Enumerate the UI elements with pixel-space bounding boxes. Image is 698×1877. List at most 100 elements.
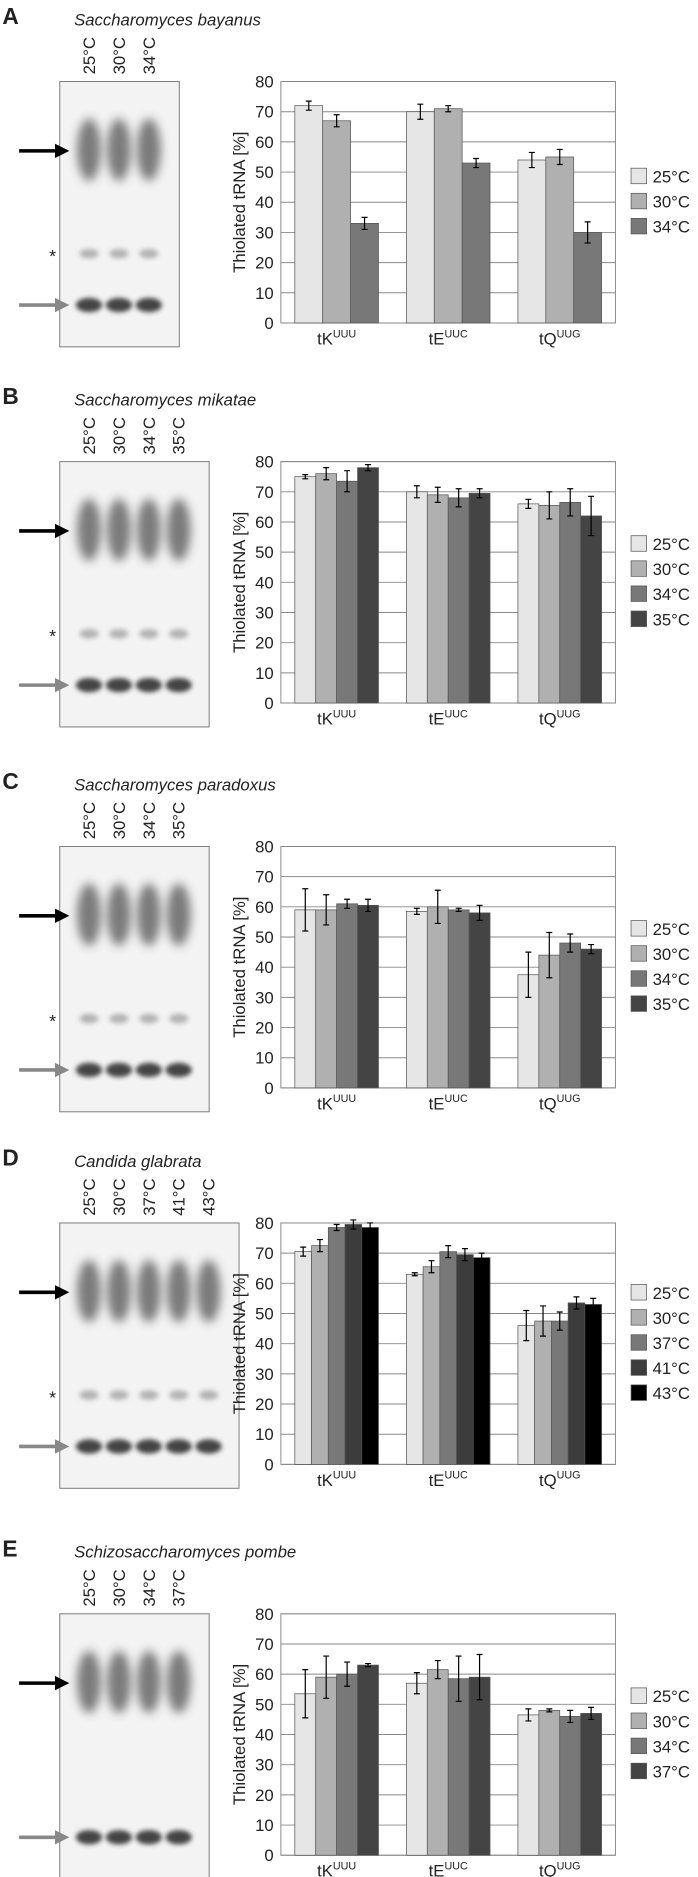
gel-band <box>166 883 191 946</box>
y-axis-label: Thiolated tRNA [%] <box>230 1664 249 1805</box>
bar <box>336 903 358 1089</box>
error-bar <box>365 464 372 472</box>
error-bar <box>546 1708 553 1713</box>
error-bar <box>350 1219 357 1230</box>
gel-band <box>136 498 161 561</box>
lane-label: 34°C <box>140 1569 159 1606</box>
category-superscript: UUG <box>557 328 581 340</box>
legend-swatch <box>630 535 647 552</box>
lane-label: 30°C <box>110 417 129 454</box>
y-tick-label: 50 <box>255 1304 274 1323</box>
gel-band <box>166 498 191 561</box>
error-bar <box>546 931 553 979</box>
x-tick-label: tEUUC <box>429 708 468 728</box>
legend-label: 25°C <box>653 168 690 187</box>
category-name: tE <box>429 710 445 729</box>
y-axis-label: Thiolated tRNA [%] <box>230 897 249 1038</box>
error-bar <box>528 151 535 169</box>
bar <box>406 910 428 1089</box>
legend-swatch <box>630 1712 647 1729</box>
y-tick-label: 70 <box>255 1244 274 1263</box>
category-name: tK <box>317 710 333 729</box>
y-tick-label: 40 <box>255 1335 274 1354</box>
error-bar <box>413 907 420 915</box>
error-bar <box>413 1672 420 1695</box>
bar <box>336 480 358 704</box>
bar <box>538 1710 561 1856</box>
bar <box>439 1251 457 1465</box>
category-superscript: UUC <box>444 328 468 340</box>
error-bar <box>588 1706 595 1721</box>
gel-band <box>135 1062 162 1078</box>
gel-band <box>136 1650 161 1713</box>
y-tick-label: 60 <box>255 513 274 532</box>
category-superscript: UUC <box>444 1470 468 1482</box>
category-name: tE <box>429 1862 445 1877</box>
bar <box>517 1714 540 1856</box>
error-bar <box>455 1655 462 1702</box>
error-bar <box>344 470 351 493</box>
y-tick-label: 30 <box>255 223 274 242</box>
y-tick-label: 40 <box>255 193 274 212</box>
gel-band <box>75 1439 103 1454</box>
legend-swatch <box>630 1737 647 1754</box>
error-bar <box>590 1297 597 1312</box>
gel-band <box>77 118 101 181</box>
bar <box>327 1227 346 1465</box>
gel-band <box>199 1390 219 1400</box>
bar <box>472 1257 491 1465</box>
lane-label: 25°C <box>80 37 99 74</box>
legend-swatch <box>630 945 647 962</box>
y-tick-label: 80 <box>255 1605 274 1624</box>
legend-swatch <box>630 1334 647 1351</box>
gel-band <box>135 297 162 313</box>
error-bar <box>428 1260 435 1274</box>
y-tick-label: 40 <box>255 958 274 977</box>
category-name: tK <box>317 1471 333 1490</box>
lane-label: 43°C <box>200 1178 219 1215</box>
bar <box>461 162 491 324</box>
error-bar <box>455 488 462 508</box>
bar <box>294 105 324 324</box>
error-bar <box>525 951 532 998</box>
y-tick-label: 10 <box>255 1816 274 1835</box>
lane-label: 37°C <box>140 1178 159 1215</box>
gel-band <box>75 1830 103 1845</box>
error-bar <box>567 933 574 953</box>
bar <box>567 1302 586 1465</box>
category-name: tE <box>429 1094 445 1113</box>
gel-band <box>105 1062 133 1078</box>
legend-swatch <box>630 1284 647 1301</box>
gel-band <box>75 297 103 313</box>
bar <box>322 120 351 324</box>
bar <box>294 1251 312 1465</box>
gel-band <box>139 1013 159 1024</box>
y-tick-label: 30 <box>255 1365 274 1384</box>
y-tick-label: 80 <box>255 453 274 472</box>
gel-band <box>75 1062 103 1078</box>
gel-band <box>139 628 159 639</box>
y-tick-label: 80 <box>255 837 274 856</box>
error-bar <box>413 485 420 499</box>
x-tick-label: tKUUU <box>317 708 356 728</box>
y-tick-label: 20 <box>255 1395 274 1414</box>
legend-label: 30°C <box>653 945 690 964</box>
error-bar <box>584 221 591 244</box>
gel-band <box>109 248 129 259</box>
error-bar <box>546 491 553 520</box>
bar <box>426 1669 449 1856</box>
error-bar <box>323 894 330 926</box>
lane-label: 30°C <box>110 1569 129 1606</box>
y-tick-label: 60 <box>255 133 274 152</box>
bar <box>573 232 602 324</box>
error-bar <box>476 488 483 499</box>
error-bar <box>434 486 441 503</box>
error-bar <box>476 904 483 922</box>
error-bar <box>302 888 309 932</box>
gel-band <box>77 498 101 561</box>
bar <box>580 948 602 1089</box>
category-superscript: UUG <box>557 1093 581 1105</box>
bar <box>447 909 470 1089</box>
x-tick-label: tEUUC <box>429 1861 468 1877</box>
y-tick-label: 0 <box>264 1846 273 1865</box>
